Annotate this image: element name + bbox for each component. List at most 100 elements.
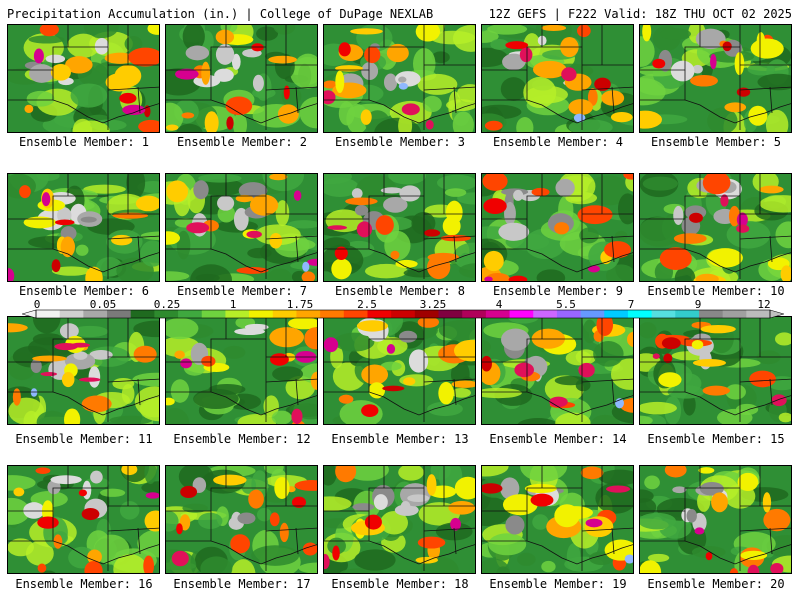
colorbar-tick-label: 0.25 <box>153 298 181 311</box>
ensemble-member-map <box>323 24 476 133</box>
colorbar-tick-label: 0.05 <box>89 298 117 311</box>
colorbar-tick-label: 1 <box>229 298 237 311</box>
ensemble-member-map <box>165 173 318 282</box>
colorbar-tick-label: 4 <box>495 298 503 311</box>
colorbar-swatch <box>272 310 297 318</box>
colorbar-tick-label: 2.5 <box>357 298 377 311</box>
colorbar-tick-label: 0 <box>33 298 41 311</box>
precipitation-map <box>482 174 633 281</box>
ensemble-member-label: Ensemble Member: 5 <box>650 135 782 149</box>
ensemble-member-map <box>639 465 792 574</box>
precipitation-map <box>8 174 159 281</box>
colorbar-swatch <box>225 310 250 318</box>
precipitation-color-legend <box>22 309 784 319</box>
colorbar-end-arrow <box>22 309 37 319</box>
ensemble-member-map <box>639 316 792 425</box>
colorbar-swatch <box>462 310 487 318</box>
colorbar-swatch <box>509 310 534 318</box>
ensemble-member-label: Ensemble Member: 6 <box>18 284 150 298</box>
colorbar-tick-label: 9 <box>694 298 702 311</box>
ensemble-member-map <box>639 24 792 133</box>
precipitation-map <box>640 317 791 424</box>
ensemble-member-label: Ensemble Member: 8 <box>334 284 466 298</box>
colorbar-swatch <box>604 310 629 318</box>
precipitation-map <box>8 317 159 424</box>
colorbar-swatch <box>698 310 724 318</box>
ensemble-member-label: Ensemble Member: 3 <box>334 135 466 149</box>
colorbar-swatch <box>651 310 676 318</box>
ensemble-member-map <box>323 173 476 282</box>
colorbar-swatch <box>556 310 582 318</box>
colorbar-tick-label: 1.75 <box>286 298 314 311</box>
precipitation-map <box>324 466 475 573</box>
colorbar-swatch <box>746 310 771 318</box>
colorbar-tick-label: 3.25 <box>419 298 447 311</box>
colorbar-tick-label: 5.5 <box>556 298 576 311</box>
precipitation-map <box>324 317 475 424</box>
colorbar-swatch <box>36 310 61 318</box>
colorbar-tick-label: 12 <box>757 298 771 311</box>
colorbar-swatch <box>627 310 653 318</box>
colorbar-swatch <box>130 310 155 318</box>
colorbar-end-arrow <box>769 309 784 319</box>
ensemble-member-label: Ensemble Member: 11 <box>15 432 153 446</box>
precipitation-map <box>640 25 791 132</box>
ensemble-member-label: Ensemble Member: 2 <box>176 135 308 149</box>
colorbar-swatch <box>296 310 321 318</box>
ensemble-member-label: Ensemble Member: 16 <box>15 577 153 591</box>
ensemble-member-label: Ensemble Member: 4 <box>492 135 624 149</box>
precipitation-map <box>166 317 317 424</box>
precipitation-map <box>640 174 791 281</box>
colorbar-swatch <box>485 310 511 318</box>
ensemble-member-map <box>323 465 476 574</box>
colorbar-swatch <box>580 310 605 318</box>
colorbar-swatch <box>367 310 392 318</box>
colorbar-swatch <box>722 310 747 318</box>
ensemble-member-map <box>7 465 160 574</box>
ensemble-member-map <box>481 173 634 282</box>
ensemble-member-label: Ensemble Member: 20 <box>647 577 785 591</box>
ensemble-member-map <box>481 465 634 574</box>
precipitation-map <box>324 174 475 281</box>
model-run-info: 12Z GEFS | F222 Valid: 18Z THU OCT 02 20… <box>488 7 792 21</box>
chart-title: Precipitation Accumulation (in.) | Colle… <box>7 7 434 21</box>
ensemble-member-map <box>481 24 634 133</box>
ensemble-member-map <box>481 316 634 425</box>
colorbar-swatch <box>675 310 700 318</box>
colorbar-swatch <box>249 310 274 318</box>
precipitation-map <box>482 25 633 132</box>
colorbar-swatch <box>438 310 463 318</box>
precipitation-map <box>166 466 317 573</box>
ensemble-member-map <box>165 24 318 133</box>
precipitation-map <box>166 174 317 281</box>
precipitation-map <box>8 25 159 132</box>
ensemble-member-label: Ensemble Member: 19 <box>489 577 627 591</box>
colorbar-swatch <box>83 310 108 318</box>
ensemble-member-map <box>7 316 160 425</box>
ensemble-member-label: Ensemble Member: 10 <box>647 284 785 298</box>
ensemble-member-map <box>7 24 160 133</box>
ensemble-member-map <box>7 173 160 282</box>
precipitation-map <box>166 25 317 132</box>
ensemble-member-label: Ensemble Member: 15 <box>647 432 785 446</box>
precipitation-map <box>324 25 475 132</box>
precipitation-map <box>640 466 791 573</box>
colorbar-swatch <box>107 310 132 318</box>
precipitation-map <box>482 466 633 573</box>
colorbar-swatch <box>320 310 345 318</box>
ensemble-member-label: Ensemble Member: 7 <box>176 284 308 298</box>
colorbar-swatch <box>414 310 440 318</box>
colorbar-swatch <box>343 310 368 318</box>
colorbar-swatch <box>391 310 416 318</box>
colorbar-tick-label: 7 <box>627 298 635 311</box>
precipitation-map <box>482 317 633 424</box>
ensemble-member-label: Ensemble Member: 17 <box>173 577 311 591</box>
colorbar-swatch <box>59 310 84 318</box>
colorbar-swatch <box>201 310 226 318</box>
colorbar-swatch <box>533 310 558 318</box>
ensemble-member-map <box>165 316 318 425</box>
ensemble-member-label: Ensemble Member: 13 <box>331 432 469 446</box>
ensemble-member-map <box>639 173 792 282</box>
precipitation-map <box>8 466 159 573</box>
ensemble-member-label: Ensemble Member: 18 <box>331 577 469 591</box>
